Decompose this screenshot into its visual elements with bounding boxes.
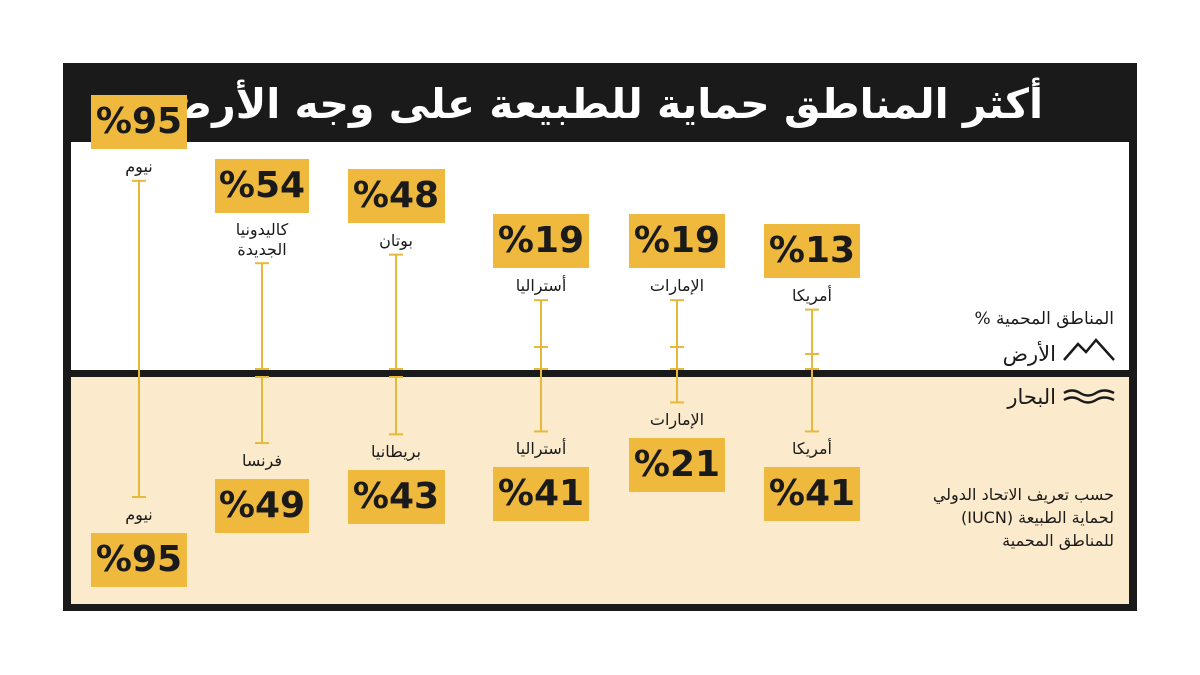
land-value-box: %48 <box>347 168 445 223</box>
legend-percent-label: المناطق المحمية % <box>974 309 1115 329</box>
sea-value-box: %41 <box>764 467 860 522</box>
chart-title: أكثر المناطق حماية للطبيعة على وجه الأرض <box>156 80 1044 128</box>
sea-value-box: %21 <box>629 438 725 493</box>
land-category-label: أستراليا <box>515 276 567 296</box>
legend-note-line-2: لحماية الطبيعة (IUCN) <box>961 508 1114 527</box>
sea-value-box: %43 <box>347 470 445 525</box>
waves-icon <box>1063 389 1115 404</box>
connector-line <box>132 179 146 498</box>
sea-value-box: %49 <box>215 479 309 534</box>
sea-category-label: فرنسا <box>241 451 283 471</box>
connector-line <box>255 262 269 370</box>
sea-category-label: أمريكا <box>791 439 832 459</box>
land-category-label: كاليدونيا <box>235 220 289 240</box>
legend-sea-label: البحار <box>1007 385 1056 409</box>
sea-category-label: بريطانيا <box>371 442 421 462</box>
sea-value-box: %95 <box>91 533 187 587</box>
land-category-label: الإمارات <box>649 276 705 296</box>
legend-note-line-1: حسب تعريف الاتحاد الدولي <box>932 485 1114 504</box>
land-category-label: الجديدة <box>237 240 287 260</box>
connector-line <box>389 376 403 436</box>
land-value-box: %19 <box>493 214 589 269</box>
land-category-label: نيوم <box>125 156 153 176</box>
land-category-label: بوتان <box>379 230 413 250</box>
panel-divider <box>63 370 1137 377</box>
land-value-box: %95 <box>91 94 187 149</box>
legend-land-label: الأرض <box>1002 342 1056 366</box>
connector-line <box>805 353 819 433</box>
sea-value-box: %41 <box>493 467 589 522</box>
land-value-box: %54 <box>215 159 309 214</box>
land-value-box: %13 <box>764 223 860 278</box>
connector-line <box>255 376 269 445</box>
connector-line <box>389 253 403 370</box>
sea-category-label: نيوم <box>125 505 153 524</box>
connector-line <box>534 346 548 433</box>
sea-category-label: الإمارات <box>649 410 705 430</box>
land-value-box: %19 <box>629 214 725 269</box>
connector-line <box>670 346 684 404</box>
land-category-label: أمريكا <box>791 285 832 305</box>
legend-note-line-3: للمناطق المحمية <box>1002 531 1114 550</box>
sea-category-label: أستراليا <box>515 439 567 459</box>
mountain-icon <box>1063 338 1115 361</box>
